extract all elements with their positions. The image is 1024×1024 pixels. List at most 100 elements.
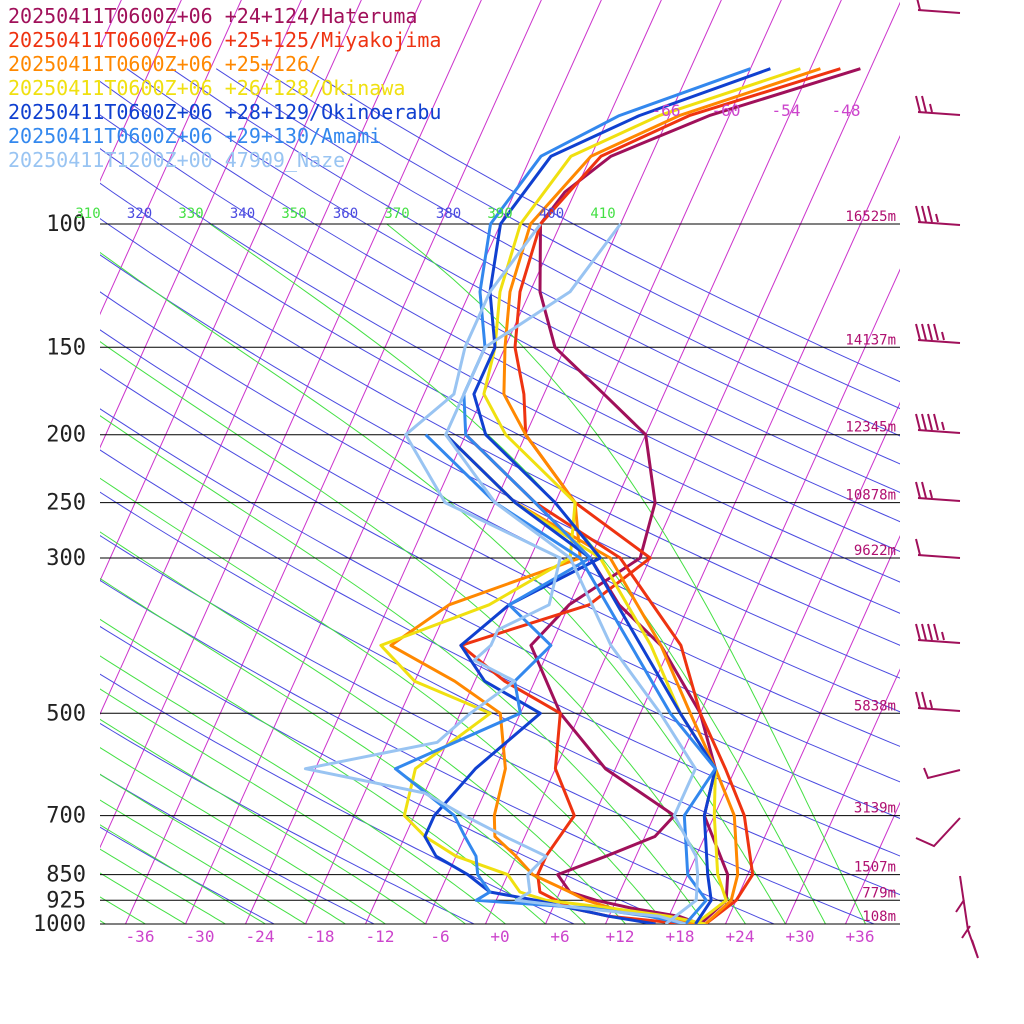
moist-adiabat-line	[100, 577, 586, 924]
height-label: 10878m	[845, 488, 896, 504]
temperature-tick-label: +24	[726, 927, 755, 946]
theta-label: 350	[281, 206, 306, 222]
wind-barb	[915, 623, 961, 644]
axis-labels: 100 16525m 150 14137m 200 12345m 250 10878m 300 9…	[0, 101, 896, 946]
height-label: 9622m	[854, 543, 896, 559]
legend-entry: 20250411T0600Z+06 +29+130/Amami	[8, 124, 382, 148]
theta-label: 370	[384, 206, 409, 222]
dry-adiabat-line	[100, 535, 876, 924]
dry-adiabat-line	[100, 80, 900, 523]
temperature-tick-label: +18	[666, 927, 695, 946]
series-4-temperature-line	[379, 67, 801, 924]
dry-adiabat-line	[100, 182, 900, 614]
series-3-temperature-line	[389, 67, 821, 924]
pressure-label: 200	[46, 423, 86, 448]
wind-barb	[915, 481, 961, 502]
series-6-temperature-line	[393, 67, 751, 924]
dry-adiabat-line	[100, 625, 676, 924]
temperature-tick-label: -6	[430, 927, 449, 946]
wind-barbs	[915, 0, 979, 959]
dry-adiabat-line	[100, 449, 900, 857]
dry-adiabat-line	[100, 148, 900, 583]
wind-barb	[915, 538, 961, 559]
temperature-tick-label: -12	[366, 927, 395, 946]
moist-adiabat-line	[100, 477, 666, 924]
dry-adiabat-line	[100, 673, 576, 924]
theta-label: 330	[178, 206, 203, 222]
pressure-label: 1000	[33, 912, 86, 937]
series-7-temperature-line	[303, 223, 686, 924]
pressure-label: 300	[46, 546, 86, 571]
temperature-tick-label: +0	[490, 927, 509, 946]
height-label: 14137m	[845, 332, 896, 348]
legend-entry: 20250411T0600Z+06 +25+125/Miyakojima	[8, 28, 442, 52]
height-label: 1507m	[854, 860, 896, 876]
isotherm-line	[785, 668, 900, 924]
moist-adiabat-line	[100, 618, 546, 924]
moist-adiabat-line	[100, 747, 386, 924]
isotherm-line	[605, 268, 900, 924]
dry-adiabat-line	[100, 291, 900, 713]
pressure-label: 850	[46, 863, 86, 888]
theta-label: 390	[487, 206, 512, 222]
isobars	[100, 223, 900, 925]
theta-label: 360	[333, 206, 358, 222]
dry-adiabat-line	[126, 68, 900, 493]
series-6-dewpoint-line	[424, 433, 717, 924]
pressure-label: 925	[46, 888, 86, 913]
wind-barb	[915, 323, 961, 344]
pressure-label: 150	[46, 335, 86, 360]
isotherm-line	[100, 0, 242, 316]
dry-adiabat-line	[100, 368, 900, 783]
height-label: 3139m	[854, 801, 896, 817]
isotherm-label: -66	[652, 101, 681, 120]
series-5-temperature-line	[423, 67, 771, 924]
temperature-tick-label: -18	[306, 927, 335, 946]
moist-adiabat-line	[100, 773, 346, 924]
legend: 20250411T0600Z+06 +24+124/Hateruma 202504…	[8, 4, 441, 172]
theta-label: 410	[590, 206, 615, 222]
theta-label: 380	[436, 206, 461, 222]
theta-label: 340	[230, 206, 255, 222]
isotherm-line	[966, 0, 1024, 924]
wind-barb	[915, 767, 979, 959]
pressure-label: 100	[46, 212, 86, 237]
isotherm-line	[906, 0, 1024, 924]
wind-barb	[915, 691, 961, 712]
dry-adiabat-line	[100, 826, 276, 924]
dry-adiabat-line	[100, 254, 900, 679]
height-label: 16525m	[845, 209, 896, 225]
moist-adiabat-line	[100, 415, 706, 924]
moist-adiabat-line	[100, 718, 426, 924]
legend-entry: 20250411T0600Z+06 +25+126/	[8, 52, 322, 76]
wind-barb	[916, 0, 961, 14]
isotherm-label: -60	[712, 101, 741, 120]
series-5-dewpoint-line	[444, 433, 717, 924]
legend-entry: 20250411T1200Z+00 47909_Naze	[8, 148, 346, 172]
label-mask	[0, 200, 100, 224]
dry-adiabat-line	[100, 722, 476, 924]
moist-adiabat-line	[100, 688, 466, 924]
moist-adiabat-line	[100, 872, 186, 924]
isotherm-label: -54	[772, 101, 801, 120]
theta-label: 320	[127, 206, 152, 222]
temperature-tick-label: +36	[846, 927, 875, 946]
temperature-tick-label: -36	[126, 927, 155, 946]
isotherm-line	[845, 801, 900, 924]
theta-label: 400	[539, 206, 564, 222]
dry-adiabat-line	[100, 329, 900, 747]
wind-barb	[915, 413, 961, 434]
temperature-tick-label: +30	[786, 927, 815, 946]
wind-barb	[915, 95, 961, 116]
isotherm-line	[100, 0, 182, 182]
dry-adiabat-line	[100, 773, 376, 924]
height-label: 108m	[862, 909, 896, 925]
moist-adiabat-line	[100, 655, 506, 924]
height-label: 12345m	[845, 420, 896, 436]
pressure-label: 250	[46, 491, 86, 516]
temperature-tick-label: +6	[550, 927, 569, 946]
series-7-dewpoint-line	[444, 223, 700, 924]
theta-label: 310	[75, 206, 100, 222]
moist-adiabat-line	[100, 824, 266, 924]
